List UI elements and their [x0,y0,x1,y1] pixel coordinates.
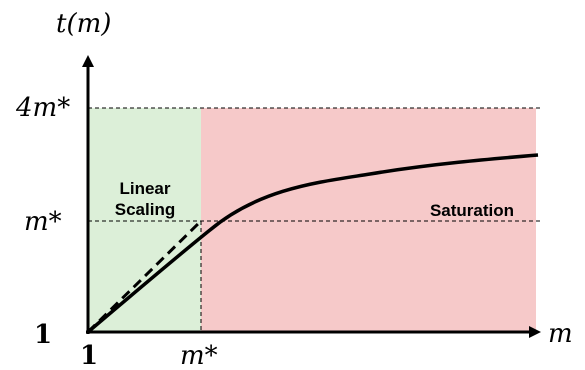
y-axis-label: t(m) [56,9,111,39]
saturation-region [201,108,536,332]
linear-scaling-label-line2: Scaling [115,200,175,219]
y-tick-4mstar: 4m* [15,93,70,123]
saturation-label: Saturation [430,201,514,220]
y-tick-mstar: m* [24,207,62,237]
y-tick-1: 1 [34,320,52,350]
linear-scaling-region [88,108,201,332]
x-tick-1: 1 [80,341,98,370]
scaling-curve [86,153,539,334]
x-tick-mstar: m* [180,341,218,370]
linear-reference-line [86,219,203,334]
linear-scaling-label-line1: Linear [119,179,170,198]
x-axis-label: m [548,319,573,349]
